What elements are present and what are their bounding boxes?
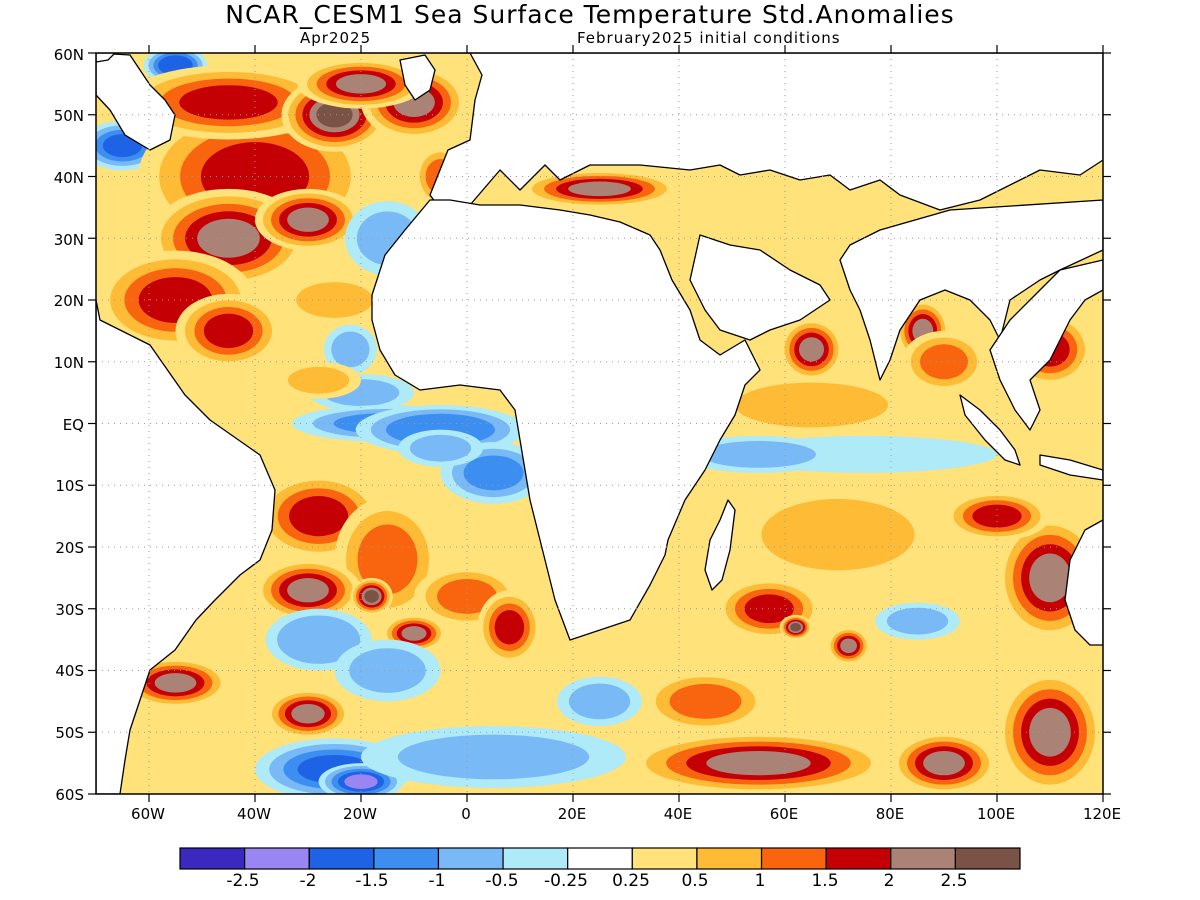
lat-label: 40N <box>53 169 84 187</box>
anomaly-contour <box>683 690 728 713</box>
anomaly-contour <box>790 512 886 557</box>
anomaly-contour <box>931 755 957 771</box>
colorbar-label: -2.5 <box>226 871 260 891</box>
colorbar-label: 2.5 <box>940 871 968 891</box>
anomaly-contour <box>421 439 460 457</box>
lon-label: 60E <box>769 805 799 823</box>
lon-label: 40E <box>663 805 693 823</box>
colorbar-label: 0.25 <box>612 871 650 891</box>
anomaly-contour <box>929 351 959 373</box>
lat-label: 10S <box>55 477 84 495</box>
anomaly-contour <box>981 509 1013 524</box>
anomaly-contour <box>475 462 512 484</box>
anomaly-contour <box>363 656 412 685</box>
lon-label: 0 <box>461 805 471 823</box>
lat-label: 50S <box>55 724 84 742</box>
lat-label: 20S <box>55 539 84 557</box>
europe-coast <box>429 53 1103 216</box>
anomaly-contour <box>198 91 259 113</box>
lat-label: 30S <box>55 601 84 619</box>
lat-label: 30N <box>53 231 84 249</box>
lat-label: 50N <box>53 107 84 125</box>
anomaly-contour <box>369 537 406 581</box>
anomaly-contour <box>213 320 244 342</box>
anomaly-contour <box>297 707 319 720</box>
anomaly-contour <box>753 599 785 618</box>
lon-label: 20E <box>557 805 587 823</box>
colorbar-label: 1.5 <box>811 871 839 891</box>
north-america-coast <box>96 53 176 151</box>
axis-ticks <box>88 45 1111 802</box>
south-america-coast <box>96 299 276 794</box>
anomaly-contour <box>295 212 321 228</box>
anomaly-contour <box>167 60 184 70</box>
lon-label: 40W <box>237 805 271 823</box>
anomaly-contour <box>367 592 377 601</box>
anomaly-contour <box>792 624 799 630</box>
anomaly-contour <box>350 777 372 787</box>
anomaly-contour <box>162 676 189 689</box>
india-coast <box>839 199 1103 381</box>
anomaly-contour <box>500 616 519 638</box>
colorbar-label: -2 <box>299 871 317 891</box>
anomaly-contour <box>300 628 338 651</box>
anomaly-contour <box>323 106 346 123</box>
sumatra-coast <box>959 394 1021 466</box>
borneo-java-coast <box>1039 454 1103 481</box>
anomaly-contour <box>261 439 302 470</box>
anomaly-contour <box>580 690 619 713</box>
anomaly-contour <box>803 341 820 357</box>
initial-conditions: February2025 initial conditions <box>577 29 841 47</box>
anomaly-contour <box>448 585 486 608</box>
map-title: NCAR_CESM1 Sea Surface Temperature Std.A… <box>225 0 955 29</box>
anomaly-contour <box>338 338 363 361</box>
africa-coast <box>371 199 761 641</box>
britain-coast <box>399 54 436 101</box>
colorbar-label: -1.5 <box>355 871 389 891</box>
anomaly-contour <box>300 503 337 529</box>
lat-label: 10N <box>53 354 84 372</box>
anomaly-contour <box>843 641 854 651</box>
anomaly-contour <box>723 446 794 463</box>
colorbar-label: -1 <box>428 871 446 891</box>
anomaly-contour <box>726 755 791 771</box>
colorbar-label: 0.5 <box>681 871 709 891</box>
lat-label: 40S <box>55 662 84 680</box>
anomaly-contour <box>580 184 619 194</box>
anomaly-contour <box>295 582 321 598</box>
anomaly-contour <box>1037 562 1063 593</box>
lon-label: 120E <box>1082 805 1122 823</box>
anomaly-contour <box>221 155 289 198</box>
anomaly-contour <box>406 628 422 638</box>
anomaly-contour <box>898 612 937 630</box>
lat-label: 20N <box>53 292 84 310</box>
anomaly-contour <box>434 743 553 771</box>
anomaly-contour <box>110 138 135 153</box>
lat-label: EQ <box>62 416 84 434</box>
anomaly-field <box>96 53 1103 794</box>
colorbar-label: 2 <box>883 871 895 891</box>
lon-label: 80E <box>875 805 905 823</box>
lon-label: 60W <box>131 805 165 823</box>
lon-label: 100E <box>976 805 1016 823</box>
anomaly-contour <box>764 391 859 419</box>
colorbar-label: -0.25 <box>544 871 588 891</box>
anomaly-contour <box>152 285 199 315</box>
madagascar-coast <box>704 499 736 591</box>
greenland-coast <box>96 53 116 63</box>
arabia-coast <box>689 234 831 341</box>
australia-coast <box>1064 519 1103 646</box>
lon-label: 20W <box>343 805 377 823</box>
anomaly-contour <box>299 372 338 389</box>
lat-label: 60N <box>53 46 84 64</box>
land-masses <box>96 53 1103 794</box>
colorbar-label: 1 <box>754 871 766 891</box>
southeast-asia-coast <box>989 259 1103 431</box>
anomaly-contour <box>310 289 359 311</box>
valid-month: Apr2025 <box>300 29 372 47</box>
lat-label: 60S <box>55 786 84 804</box>
colorbar-label: -0.5 <box>485 871 519 891</box>
